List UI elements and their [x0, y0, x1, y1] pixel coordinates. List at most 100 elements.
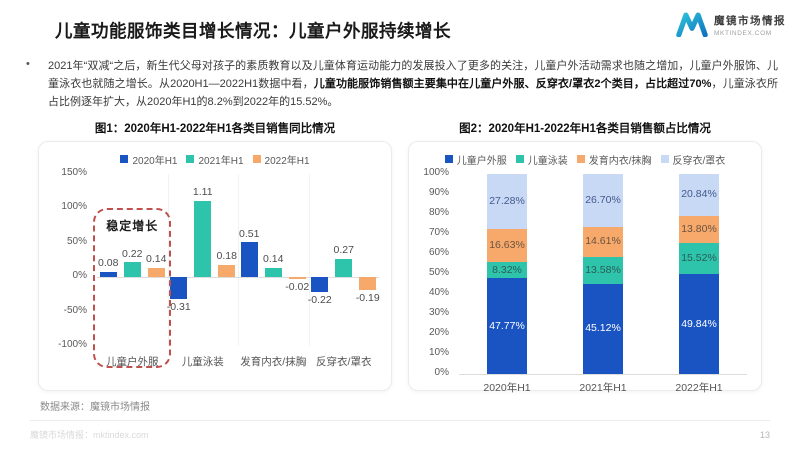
- legend-label: 儿童泳装: [527, 155, 568, 167]
- brand-domain: MKTINDEX.COM: [714, 29, 772, 37]
- stacked-bar-segment: [679, 274, 719, 374]
- y-axis-tick-label: 100%: [61, 201, 87, 213]
- category-separator-line: [238, 174, 239, 346]
- y-axis-tick-label: 60%: [428, 247, 449, 258]
- bar-value-label: 0.22: [122, 247, 143, 260]
- legend-item: 反穿衣/罩衣: [660, 152, 725, 167]
- stacked-bar-segment: [487, 174, 527, 229]
- segment-value-label: 20.84%: [681, 188, 717, 201]
- y-axis-tick-label: 100%: [423, 167, 449, 178]
- stacked-bar-segment: [583, 283, 623, 374]
- bar-2020年H1-反穿衣/罩衣: [311, 277, 329, 293]
- segment-value-label: 27.28%: [489, 194, 525, 207]
- figure2-legend: 儿童户外服 儿童泳装 发育内衣/抹胸 反穿衣/罩衣: [409, 150, 761, 168]
- stacked-bar-segment: [679, 243, 719, 275]
- x-axis-category-label: 儿童泳装: [181, 356, 224, 368]
- legend-swatch: [252, 155, 261, 163]
- y-axis-tick-label: 90%: [428, 187, 449, 198]
- bar-value-label: 0.08: [98, 257, 119, 270]
- legend-label: 2020年H1: [132, 155, 178, 167]
- legend-label: 发育内衣/抹胸: [588, 155, 652, 167]
- bar-2021年H1-反穿衣/罩衣: [335, 258, 353, 278]
- bar-value-label: -0.02: [285, 280, 310, 293]
- bar-2022年H1-儿童泳装: [218, 264, 236, 278]
- y-axis-tick-label: 0%: [434, 367, 449, 378]
- baseline-axis-line: [459, 374, 747, 375]
- segment-value-label: 45.12%: [585, 322, 621, 335]
- bar-value-label: 0.14: [263, 253, 284, 266]
- bar-value-label: -0.19: [355, 292, 380, 305]
- bar-2020年H1-发育内衣/抹胸: [240, 242, 258, 278]
- segment-value-label: 13.58%: [585, 263, 621, 276]
- legend-swatch: [186, 155, 195, 163]
- figure2-card: 儿童户外服 儿童泳装 发育内衣/抹胸 反穿衣/罩衣 100% 90% 80% 70% 60% 5…: [408, 141, 762, 394]
- brand-logo: 魔镜市场情报 MKTINDEX.COM: [676, 12, 786, 37]
- segment-value-label: 16.63%: [489, 238, 525, 251]
- intro-text-bold: 儿童功能服饰销售额主要集中在儿童户外服、反穿衣/罩衣2个类目，占比超过70%: [313, 78, 712, 90]
- category-separator-line: [167, 174, 169, 346]
- figure1-title: 图1：2020年H1-2022年H1各类目销售同比情况: [94, 123, 336, 135]
- y-axis-tick-label: 150%: [61, 167, 87, 178]
- figure1-chart: 150% 100% 50% 0% -50% -100% 0.08 0.22 0.14 儿童户外服 -…: [39, 167, 391, 390]
- footer-brand: 魔镜市场情报：mktindex.com: [30, 430, 149, 440]
- figure2: 图2：2020年H1-2022年H1各类目销售额占比情况 儿童户外服 儿童泳装 发育…: [408, 120, 762, 394]
- y-axis-tick-label: 30%: [428, 307, 449, 318]
- segment-value-label: 8.32%: [492, 263, 522, 276]
- y-axis-tick-label: 20%: [428, 327, 449, 338]
- stacked-bar-segment: [583, 173, 623, 228]
- legend-item: 发育内衣/抹胸: [576, 152, 652, 167]
- bar-value-label: 0.51: [239, 227, 260, 240]
- intro-text: 2021年“双减“之后，新生代父母对孩子的素质教育以及儿童体育运动能力的发展投入…: [48, 60, 778, 108]
- figures-row: 图1：2020年H1-2022年H1各类目销售同比情况 2020年H1 2021年…: [38, 120, 762, 394]
- stacked-bar-segment: [487, 278, 527, 374]
- bar-2022年H1-反穿衣/罩衣: [359, 277, 377, 291]
- x-axis-category-label: 2022年H1: [675, 382, 723, 394]
- figure2-title: 图2：2020年H1-2022年H1各类目销售额占比情况: [459, 123, 711, 135]
- stacked-bar-segment: [679, 174, 719, 216]
- x-axis-category-label: 2021年H1: [579, 382, 627, 394]
- figure1: 图1：2020年H1-2022年H1各类目销售同比情况 2020年H1 2021年…: [38, 120, 392, 391]
- x-axis-category-label: 儿童户外服: [106, 356, 159, 368]
- m-logo-icon: [676, 12, 708, 37]
- source-note: 数据来源：魔镜市场情报: [40, 402, 150, 413]
- legend-swatch: [120, 155, 129, 163]
- x-axis-category-label: 2020年H1: [483, 382, 531, 394]
- legend-label: 2022年H1: [264, 155, 310, 167]
- stacked-bar-segment: [679, 215, 719, 244]
- bar-value-label: 0.18: [216, 250, 237, 263]
- y-axis-tick-label: -100%: [58, 339, 87, 350]
- x-axis-category-label: 反穿衣/罩衣: [316, 356, 372, 368]
- bar-2022年H1-发育内衣/抹胸: [288, 277, 306, 279]
- segment-value-label: 15.52%: [681, 252, 717, 265]
- legend-label: 儿童户外服: [456, 155, 507, 167]
- bar-2021年H1-发育内衣/抹胸: [264, 267, 282, 278]
- y-axis-tick-label: 10%: [428, 347, 449, 358]
- legend-item: 儿童泳装: [515, 152, 568, 167]
- segment-value-label: 14.61%: [585, 235, 621, 248]
- y-axis-tick-label: 80%: [428, 207, 449, 218]
- intro-paragraph: • 2021年“双减“之后，新生代父母对孩子的素质教育以及儿童体育运动能力的发展…: [26, 57, 778, 111]
- legend-item: 2020年H1: [120, 152, 177, 167]
- y-axis-tick-label: 70%: [428, 227, 449, 238]
- bar-value-label: -0.22: [307, 294, 332, 307]
- bullet-marker: •: [26, 58, 30, 70]
- legend-swatch: [444, 155, 453, 163]
- y-axis-tick-label: -50%: [63, 304, 87, 316]
- bar-2021年H1-儿童户外服: [123, 262, 141, 278]
- x-axis-category-label: 发育内衣/抹胸: [240, 356, 307, 368]
- legend-item: 2021年H1: [186, 152, 244, 167]
- stacked-bar-segment: [487, 228, 527, 262]
- stacked-bar-segment: [583, 256, 623, 284]
- y-axis-tick-label: 50%: [66, 235, 87, 247]
- figure2-chart: 100% 90% 80% 70% 60% 50% 40% 30% 20% 10% 0% 47.77% 8…: [409, 167, 761, 394]
- legend-item: 儿童户外服: [444, 152, 507, 167]
- page-title: 儿童功能服饰类目增长情况：儿童户外服持续增长: [55, 21, 451, 41]
- footer-divider: 魔镜市场情报：mktindex.com 13: [30, 420, 770, 441]
- annotation-label: 稳定增长: [106, 219, 159, 233]
- bar-value-label: -0.31: [166, 300, 191, 313]
- bar-2021年H1-儿童泳装: [194, 200, 212, 278]
- y-axis-tick-label: 50%: [428, 267, 449, 278]
- legend-swatch: [660, 155, 669, 163]
- bar-2020年H1-儿童户外服: [99, 271, 117, 278]
